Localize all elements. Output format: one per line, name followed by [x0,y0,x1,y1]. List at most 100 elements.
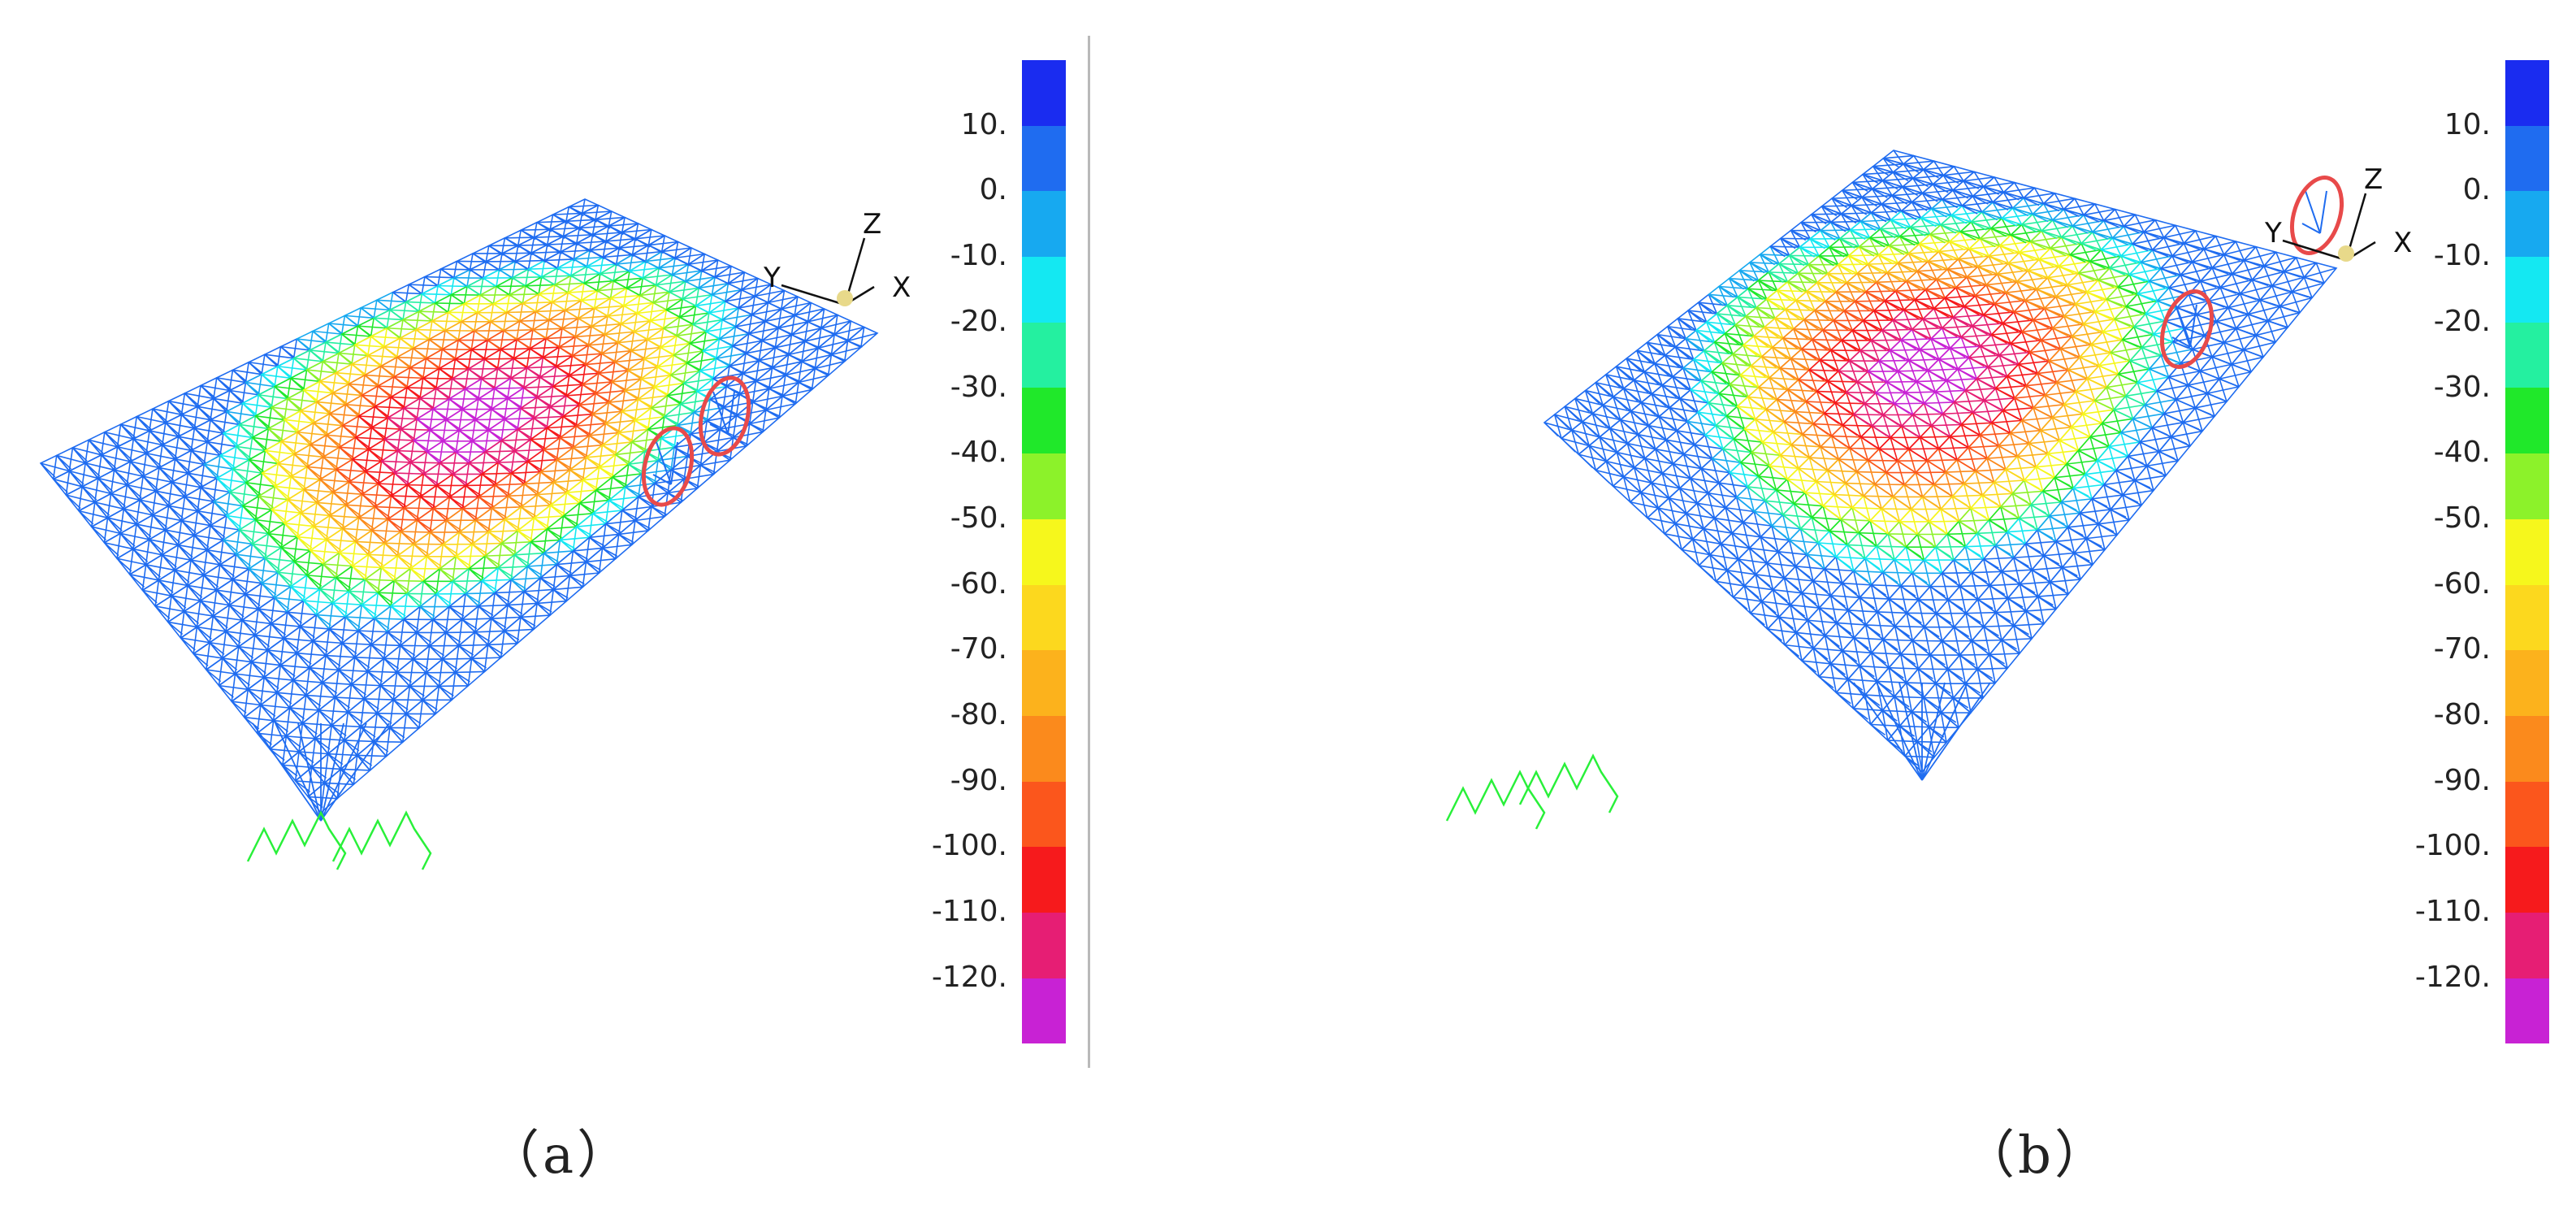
truss-cell [569,456,600,481]
truss-cell [1949,336,1981,359]
truss-cell [484,542,516,569]
truss-cell [279,536,312,562]
truss-cell [431,311,463,332]
truss-cell [1911,626,1943,657]
truss-cell [2271,271,2305,293]
scale-tick-label: -90. [950,763,1007,797]
truss-cell [1937,436,1970,461]
truss-cell [351,553,383,581]
truss-cell [548,394,581,418]
truss-cell [1969,494,2002,522]
truss-cell [148,422,180,446]
axis-label-x: X [892,271,911,304]
truss-cell [500,529,532,556]
truss-cell [1875,532,1907,561]
truss-cell [2058,426,2092,452]
truss-cell [1959,325,1993,347]
truss-cell [1788,527,1820,556]
truss-cell [1964,532,1997,561]
truss-cell [257,385,289,409]
truss-cell [448,592,480,621]
truss-cell [532,406,565,429]
truss-cell [1698,553,1729,583]
truss-cell [1839,506,1872,534]
truss-cell [535,385,568,408]
truss-cell [2063,390,2096,415]
truss-cell [621,496,653,522]
truss-cell [1685,502,1716,530]
truss-cell [1779,444,1811,470]
scale-tick-label: -110. [2414,895,2491,929]
truss-cell [351,448,383,473]
truss-cell [151,400,183,424]
scale-swatch [1022,978,1066,1044]
axis-label-z: Z [863,208,881,241]
truss-cell [548,309,580,330]
truss-cell [235,543,266,570]
truss-cell [542,436,574,461]
truss-cell [302,588,334,616]
truss-cell [1742,510,1773,538]
truss-cell [372,727,404,757]
truss-cell [526,449,558,473]
truss-cell [2279,291,2314,314]
truss-cell [2020,319,2054,341]
truss-cell [2049,566,2082,596]
scale-swatch [1022,781,1066,848]
scale-tick-label: -40. [950,436,1007,470]
truss-cell [1898,710,1930,743]
deformed-shape-model: Y XZ [39,198,911,870]
truss-cell [574,325,606,346]
truss-cell [399,418,431,441]
truss-cell [513,540,545,568]
truss-cell [574,413,607,436]
truss-cell [2019,569,2051,598]
truss-cell [2089,331,2124,354]
truss-cell [457,419,490,442]
truss-cell [184,384,215,408]
truss-cell [2223,241,2258,262]
truss-cell [2175,384,2209,409]
truss-cell [1905,598,1937,628]
truss-cell [327,315,359,336]
truss-cell [565,384,597,406]
truss-cell [327,739,358,770]
truss-cell [2096,445,2129,471]
truss-cell [415,618,448,647]
truss-cell [585,547,617,575]
truss-cell [535,588,568,617]
truss-cell [379,671,411,701]
truss-cell [533,504,565,530]
truss-cell [613,349,646,371]
truss-cell [389,592,422,621]
truss-cell [392,367,425,388]
truss-cell [1739,451,1771,478]
truss-cell [568,363,600,386]
truss-cell [215,468,247,493]
truss-cell [2078,344,2112,367]
truss-cell [281,750,313,783]
truss-cell [1907,436,1940,462]
truss-cell [1753,500,1784,527]
support-truss [252,722,390,822]
truss-cell [2071,323,2104,345]
truss-cell [1841,413,1873,438]
truss-cell [2187,370,2221,395]
truss-cell [2041,476,2075,503]
truss-cell [1846,665,1878,696]
truss-cell [2067,512,2100,540]
truss-cell [245,373,276,396]
truss-cell [425,348,457,370]
truss-cell [1970,557,2003,587]
truss-cell [366,657,398,687]
truss-cell [2084,459,2117,486]
truss-cell [2051,315,2085,337]
truss-cell [480,566,513,594]
truss-cell [1775,478,1807,505]
truss-cell [451,567,483,595]
truss-cell [141,579,173,607]
truss-cell [356,740,387,772]
truss-cell [222,423,253,448]
truss-cell [524,275,556,296]
scale-tick-label: -100. [2414,829,2491,863]
